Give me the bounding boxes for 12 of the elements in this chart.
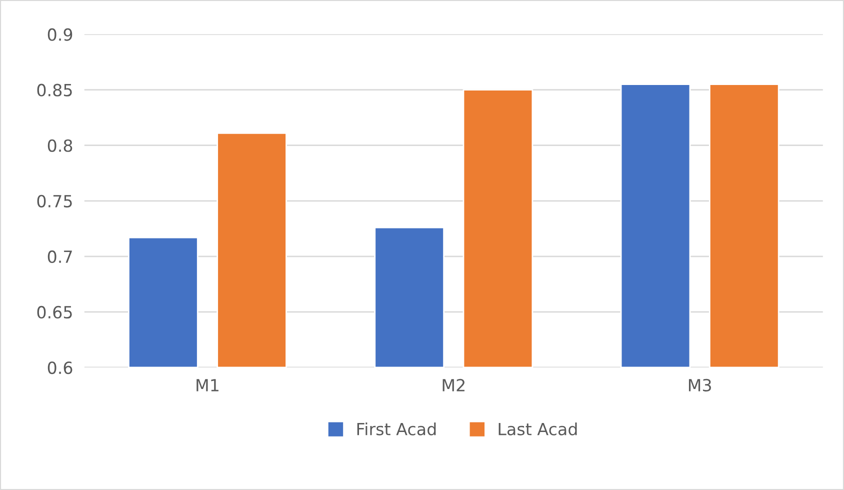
y-tick-label: 0.6 xyxy=(48,361,72,374)
legend-label: Last Acad xyxy=(498,422,577,436)
y-tick-label: 0.85 xyxy=(37,84,72,96)
y-tick-label: 0.8 xyxy=(48,139,72,152)
y-tick-label: 0.9 xyxy=(48,28,72,41)
y-tick-label: 0.75 xyxy=(37,194,72,208)
x-tick-label: M1 xyxy=(196,379,218,392)
x-tick-label: M2 xyxy=(442,378,464,392)
y-tick-label: 0.7 xyxy=(48,250,72,263)
legend-label: First Acad xyxy=(357,422,436,436)
x-tick-label: M3 xyxy=(688,378,711,392)
y-tick-label: 0.65 xyxy=(37,306,72,319)
